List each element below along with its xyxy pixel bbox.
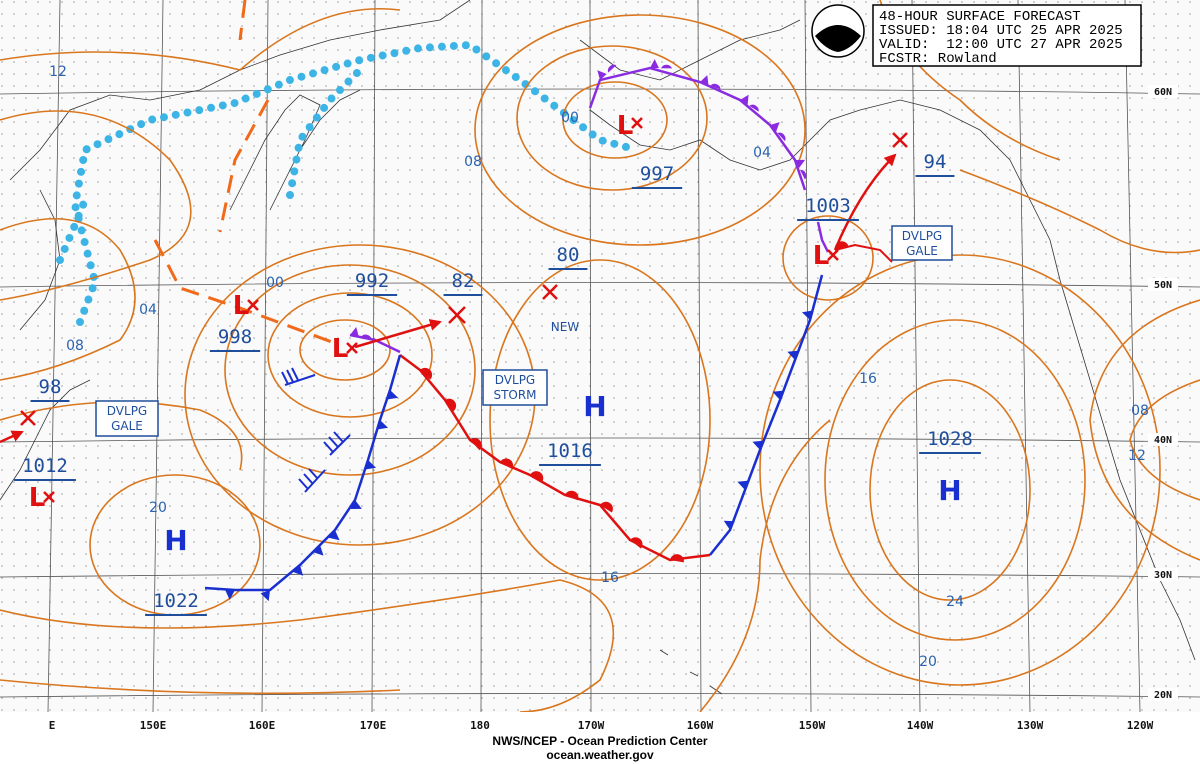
header-line: VALID: 12:00 UTC 27 APR 2025 bbox=[879, 37, 1123, 53]
longitude-label: E bbox=[49, 719, 56, 732]
isobar-label: 04 bbox=[753, 145, 771, 161]
pressure-label: 1022 bbox=[153, 590, 199, 612]
latitude-label: 50N bbox=[1154, 280, 1172, 291]
pressure-label: 80 bbox=[557, 244, 580, 266]
isobar-label: 08 bbox=[464, 154, 482, 170]
isobar-label: 20 bbox=[149, 500, 167, 516]
pressure-label: 1003 bbox=[805, 195, 851, 217]
longitude-label: 170E bbox=[360, 719, 387, 732]
header-line: ISSUED: 18:04 UTC 25 APR 2025 bbox=[879, 23, 1123, 39]
noaa-logo-mark bbox=[815, 25, 861, 52]
pressure-label: 997 bbox=[640, 163, 674, 185]
pressure-centers: H H H L L L L L L bbox=[29, 111, 962, 557]
pressure-label: 82 bbox=[452, 270, 475, 292]
longitude-label: 180 bbox=[470, 719, 490, 732]
latitude-label: 20N bbox=[1154, 690, 1172, 701]
low-symbol: L bbox=[29, 483, 46, 513]
warning-text: GALE bbox=[111, 419, 143, 433]
high-symbol: H bbox=[583, 390, 606, 423]
longitude-label: 130W bbox=[1017, 719, 1044, 732]
fronts bbox=[204, 59, 893, 602]
wind-barbs bbox=[281, 367, 351, 493]
low-symbol: L bbox=[617, 111, 634, 141]
pressure-label: 98 bbox=[39, 376, 62, 398]
header: 48-HOUR SURFACE FORECAST ISSUED: 18:04 U… bbox=[811, 4, 1142, 67]
isobar-label: 12 bbox=[1128, 448, 1146, 464]
isobar-label: 00 bbox=[561, 110, 579, 126]
isobar-label: 08 bbox=[66, 338, 84, 354]
isobar-label: 00 bbox=[266, 275, 284, 291]
longitude-label: 160E bbox=[249, 719, 276, 732]
isobar-label: 12 bbox=[49, 64, 67, 80]
pressure-label: 1016 bbox=[547, 440, 593, 462]
pressure-label: 94 bbox=[924, 151, 947, 173]
header-box bbox=[872, 4, 1142, 67]
warning-text: DVLPG bbox=[495, 373, 535, 387]
high-symbol: H bbox=[164, 524, 187, 557]
footer: NWS/NCEP - Ocean Prediction Center ocean… bbox=[492, 734, 707, 762]
low-symbol: L bbox=[813, 241, 830, 271]
bottom-margin bbox=[0, 712, 1200, 764]
longitude-label: 150W bbox=[799, 719, 826, 732]
longitude-label: 150E bbox=[140, 719, 167, 732]
pressure-labels: 992 82 80 997 1003 94 998 98 1012 1016 1… bbox=[14, 151, 981, 616]
isobar-label: 24 bbox=[946, 594, 964, 610]
pressure-label: 1012 bbox=[22, 455, 68, 477]
forecast-positions bbox=[20, 117, 908, 503]
longitude-label: 120W bbox=[1127, 719, 1154, 732]
warning-text: DVLPG bbox=[902, 229, 942, 243]
isobar-label: 08 bbox=[1131, 403, 1149, 419]
header-line: 48-HOUR SURFACE FORECAST bbox=[879, 9, 1081, 25]
warning-text: DVLPG bbox=[107, 404, 147, 418]
isobar-label: 16 bbox=[859, 371, 877, 387]
high-symbol: H bbox=[938, 474, 961, 507]
footer-agency: NWS/NCEP - Ocean Prediction Center bbox=[492, 734, 707, 748]
header-line: FCSTR: Rowland bbox=[879, 51, 997, 67]
latitude-label: 40N bbox=[1154, 435, 1172, 446]
warning-text: GALE bbox=[906, 244, 938, 258]
pressure-label: 992 bbox=[355, 270, 389, 292]
pressure-label: 998 bbox=[218, 326, 252, 348]
longitude-label: 160W bbox=[687, 719, 714, 732]
isobar-label: 16 bbox=[601, 570, 619, 586]
low-symbol: L bbox=[233, 291, 250, 321]
latitude-label: 30N bbox=[1154, 570, 1172, 581]
warnings: DVLPG GALE DVLPG STORM DVLPG GALE NEW bbox=[95, 225, 953, 437]
warning-text: STORM bbox=[493, 388, 536, 402]
longitude-labels: E 150E 160E 170E 180 170W 160W 150W 140W… bbox=[49, 719, 1154, 732]
troughs bbox=[153, 0, 341, 347]
isobar-label: 20 bbox=[919, 654, 937, 670]
pressure-label: 1028 bbox=[927, 428, 973, 450]
isobar-label: 04 bbox=[139, 302, 157, 318]
latitude-label: 60N bbox=[1154, 87, 1172, 98]
latitude-labels: 60N 50N 40N 30N 20N bbox=[1148, 85, 1178, 701]
low-symbol: L bbox=[332, 334, 349, 364]
footer-url: ocean.weather.gov bbox=[546, 748, 654, 762]
isobar-labels: 12 08 00 04 00 04 08 16 20 16 24 20 08 1… bbox=[27, 64, 1149, 735]
ice-edge bbox=[56, 40, 634, 326]
warning-text: NEW bbox=[551, 320, 580, 334]
longitude-label: 170W bbox=[578, 719, 605, 732]
longitude-label: 140W bbox=[907, 719, 934, 732]
motion-arrows bbox=[0, 153, 897, 444]
